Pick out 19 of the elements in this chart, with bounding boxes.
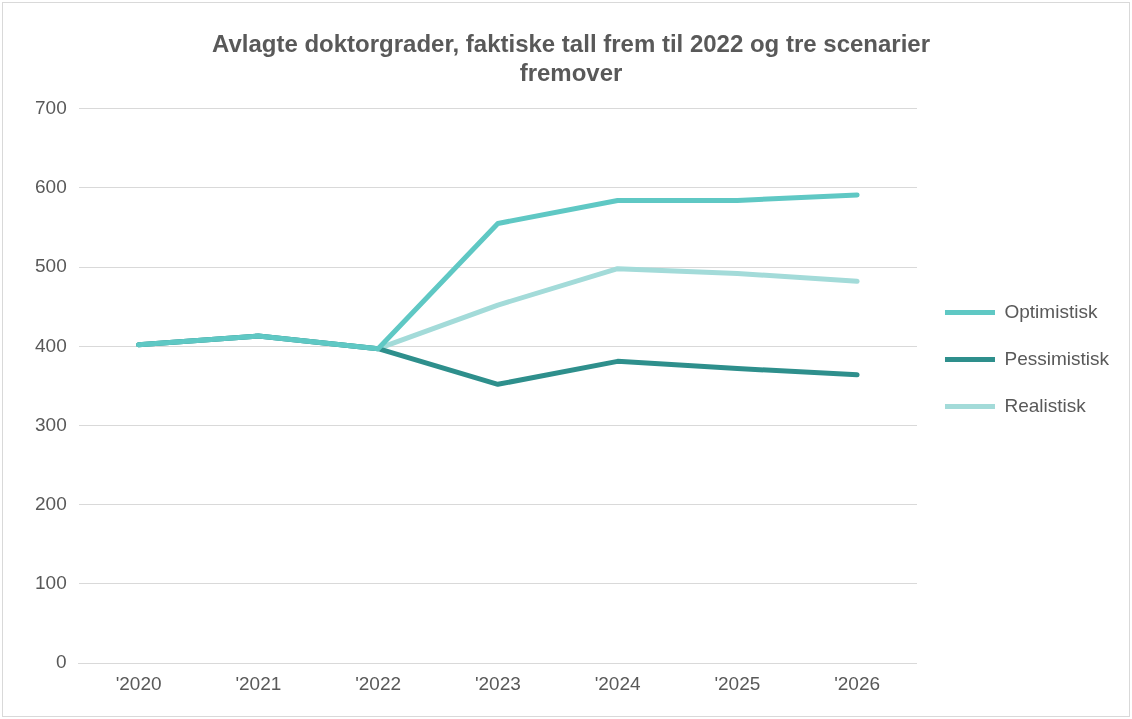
chart-title: Avlagte doktorgrader, faktiske tall frem til 2022 og tre scenarier fremover [211, 30, 931, 86]
y-tick-label: 700 [35, 96, 67, 118]
x-tick-label: '2023 [474, 672, 521, 694]
x-tick-label: '2026 [834, 672, 881, 694]
legend-label: Optimistisk [1004, 300, 1098, 322]
y-tick-label: 300 [35, 413, 67, 435]
y-tick-label: 600 [35, 176, 67, 198]
legend-label: Realistisk [1004, 394, 1087, 416]
y-tick-label: 400 [35, 334, 67, 356]
x-tick-label: '2025 [714, 672, 761, 694]
y-tick-label: 200 [35, 492, 67, 514]
x-tick-label: '2021 [235, 672, 282, 694]
y-tick-label: 100 [35, 572, 67, 594]
x-tick-label: '2022 [355, 672, 402, 694]
legend-label: Pessimistisk [1004, 347, 1110, 369]
x-tick-label: '2024 [594, 672, 641, 694]
x-tick-label: '2020 [115, 672, 162, 694]
y-tick-label: 0 [56, 651, 67, 673]
y-tick-label: 500 [35, 255, 67, 277]
